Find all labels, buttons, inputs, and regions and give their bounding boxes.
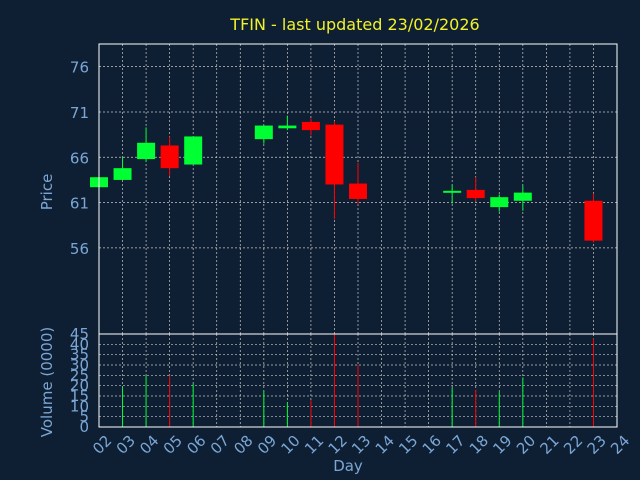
x-tick-label: 10 — [278, 432, 304, 458]
x-tick-label: 04 — [136, 432, 162, 458]
x-tick-label: 22 — [560, 432, 586, 458]
chart-title: TFIN - last updated 23/02/2026 — [229, 15, 479, 34]
x-tick-label: 19 — [489, 432, 515, 458]
price-y-ticks: 56 61 66 71 76 — [70, 59, 89, 258]
x-tick-label: 02 — [89, 432, 115, 458]
price-tick-label: 76 — [70, 59, 89, 77]
candle-body — [184, 136, 203, 165]
volume-tick-label: 10 — [70, 397, 89, 415]
price-axis-label: Price — [38, 174, 56, 211]
x-tick-label: 05 — [160, 432, 186, 458]
candle-body — [113, 168, 132, 180]
x-tick-label: 21 — [537, 432, 563, 458]
volume-tick-label: 0 — [79, 418, 89, 436]
price-candles — [90, 115, 603, 243]
volume-tick-label: 20 — [70, 377, 89, 395]
candle-body — [301, 121, 320, 131]
candle-body — [349, 183, 367, 199]
x-tick-label: 13 — [348, 432, 374, 458]
candle-body — [137, 142, 156, 160]
volume-tick-label: 45 — [70, 325, 89, 343]
candle-body — [513, 192, 532, 201]
candle-body — [254, 125, 273, 140]
price-tick-label: 56 — [70, 240, 89, 258]
volume-tick-label: 15 — [70, 387, 89, 405]
price-tick-label: 61 — [70, 195, 89, 213]
candle-body — [160, 145, 179, 169]
candle-body — [278, 125, 297, 129]
x-tick-label: 11 — [301, 432, 327, 458]
x-axis-label: Day — [333, 457, 363, 475]
x-tick-label: 15 — [395, 432, 421, 458]
x-tick-label: 06 — [183, 432, 209, 458]
x-tick-label: 16 — [419, 432, 445, 458]
x-tick-label: 20 — [513, 432, 539, 458]
volume-tick-label: 30 — [70, 356, 89, 374]
volume-bars — [122, 334, 594, 427]
x-tick-label: 03 — [113, 432, 139, 458]
x-tick-label: 12 — [325, 432, 351, 458]
volume-tick-label: 5 — [79, 408, 89, 426]
x-tick-label: 09 — [254, 432, 280, 458]
price-tick-label: 66 — [70, 149, 89, 167]
x-tick-label: 24 — [607, 432, 633, 458]
volume-tick-label: 40 — [70, 335, 89, 353]
x-tick-label: 17 — [442, 432, 468, 458]
volume-panel-frame — [98, 333, 618, 428]
x-tick-label: 08 — [230, 432, 256, 458]
x-tick-label: 23 — [584, 432, 610, 458]
volume-axis-label: Volume (0000) — [38, 327, 56, 437]
candle-body — [466, 189, 485, 199]
candle-body — [490, 197, 509, 208]
candle-body — [584, 200, 603, 241]
x-tick-label: 14 — [372, 432, 398, 458]
price-tick-label: 71 — [70, 104, 89, 122]
volume-tick-label: 35 — [70, 346, 89, 364]
x-tick-label: 07 — [207, 432, 233, 458]
x-axis-ticks: 0203040506070809101112131415161718192021… — [89, 432, 633, 458]
candle-body — [443, 190, 462, 193]
candle-body — [325, 124, 344, 185]
volume-tick-label: 25 — [70, 366, 89, 384]
x-tick-label: 18 — [466, 432, 492, 458]
